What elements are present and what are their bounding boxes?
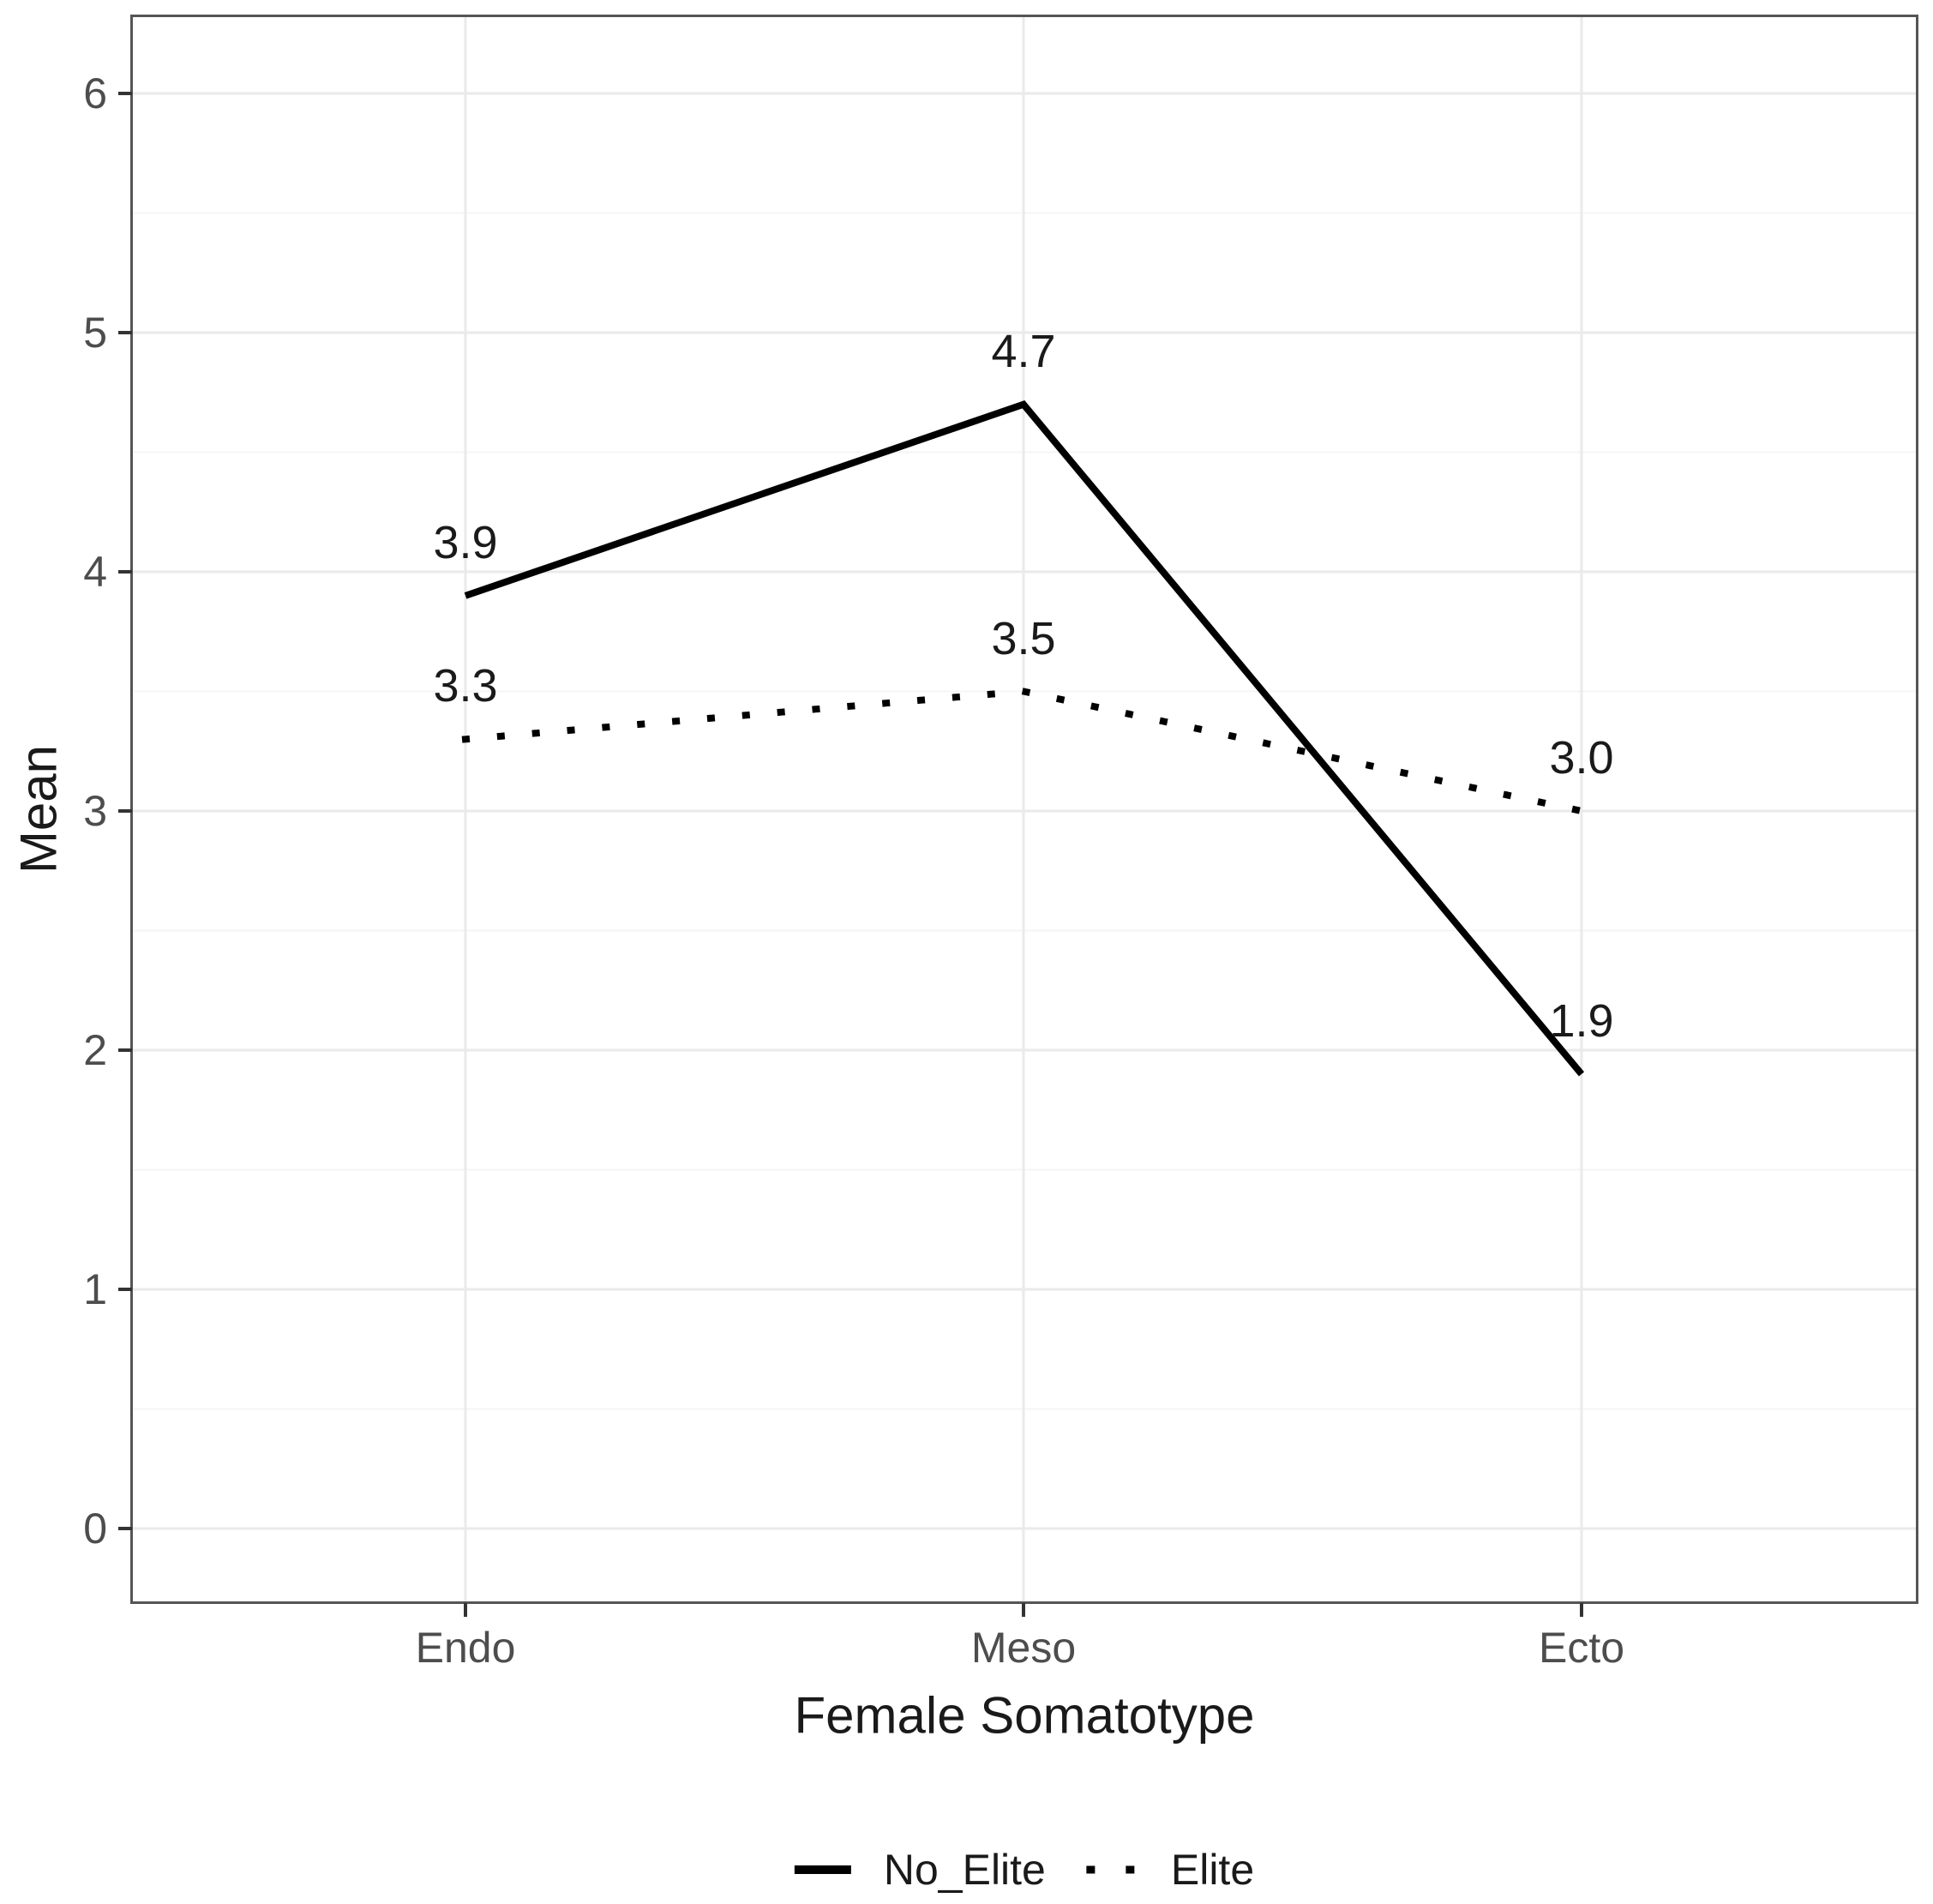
y-tick-label: 5 [83, 309, 107, 357]
x-tick-label: Ecto [1538, 1624, 1625, 1672]
data-point-label: 1.9 [1549, 994, 1614, 1047]
y-tick-label: 4 [83, 548, 107, 596]
y-tick-mark [118, 1048, 132, 1052]
dotted-line-swatch [1086, 1865, 1136, 1874]
x-tick-mark [464, 1603, 467, 1617]
data-point-label: 4.7 [991, 325, 1056, 377]
legend-item-elite: Elite [1082, 1845, 1254, 1895]
legend-label-elite: Elite [1170, 1846, 1255, 1894]
legend: No_Elite Elite [794, 1845, 1254, 1895]
y-tick-mark [118, 92, 132, 95]
data-point-label: 3.5 [991, 612, 1056, 664]
plot-area-svg [133, 17, 1916, 1601]
y-tick-label: 0 [83, 1505, 107, 1553]
y-tick-mark [118, 1288, 132, 1291]
y-tick-label: 2 [83, 1026, 107, 1074]
solid-line-swatch [794, 1865, 851, 1874]
x-tick-mark [1580, 1603, 1583, 1617]
y-tick-mark [118, 809, 132, 813]
legend-item-no-elite: No_Elite [794, 1845, 1046, 1895]
x-axis-title: Female Somatotype [794, 1686, 1255, 1745]
y-tick-mark [118, 570, 132, 574]
x-tick-label: Meso [970, 1624, 1077, 1672]
x-tick-label: Endo [415, 1624, 516, 1672]
y-axis-title: Mean [9, 744, 68, 874]
x-tick-mark [1022, 1603, 1025, 1617]
legend-label-no-elite: No_Elite [883, 1846, 1046, 1894]
y-tick-label: 6 [83, 69, 107, 117]
y-tick-mark [118, 331, 132, 334]
data-point-label: 3.0 [1549, 732, 1614, 784]
plot-panel [130, 15, 1918, 1604]
y-tick-label: 1 [83, 1265, 107, 1313]
data-point-label: 3.9 [433, 516, 498, 568]
data-point-label: 3.3 [433, 660, 498, 712]
y-tick-label: 3 [83, 787, 107, 835]
y-tick-mark [118, 1527, 132, 1530]
